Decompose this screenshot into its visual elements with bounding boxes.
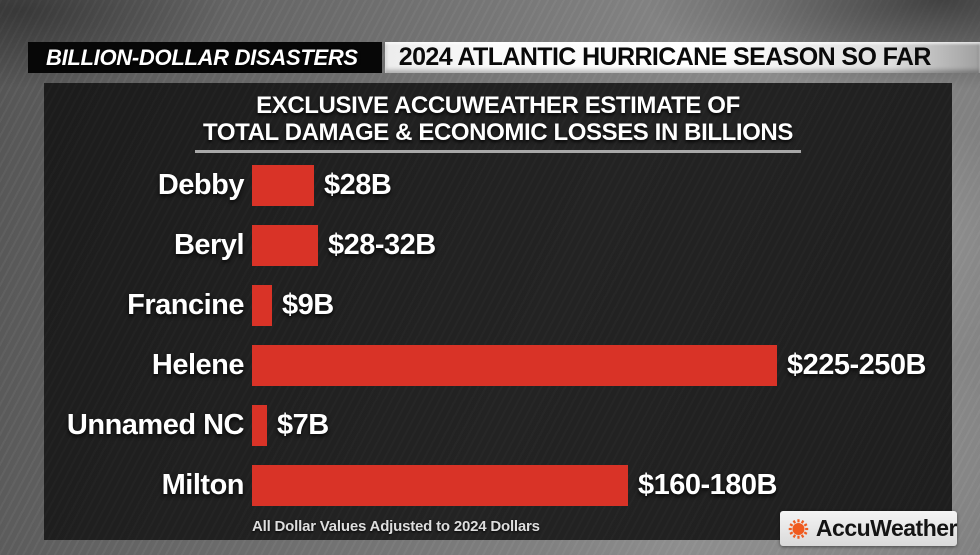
bar-row: Beryl $28-32B <box>44 215 952 275</box>
bar-value-label: $225-250B <box>787 348 927 381</box>
bar-area: $7B <box>252 404 952 446</box>
bar-area: $28B <box>252 164 952 206</box>
chart-title-line1: EXCLUSIVE ACCUWEATHER ESTIMATE OF <box>256 92 740 119</box>
bar-row: Milton $160-180B <box>44 455 952 515</box>
chart-title-line2: TOTAL DAMAGE & ECONOMIC LOSSES IN BILLIO… <box>203 119 793 146</box>
bar <box>252 164 314 206</box>
bar-category-label: Unnamed NC <box>66 408 245 441</box>
chart-title: EXCLUSIVE ACCUWEATHER ESTIMATE OF TOTAL … <box>44 83 952 146</box>
bar-category-label: Francine <box>127 288 244 321</box>
bar-area: $160-180B <box>252 464 952 506</box>
bar-value-label: $9B <box>282 288 334 321</box>
bar-area: $28-32B <box>252 224 952 266</box>
bar-area: $225-250B <box>252 344 952 386</box>
bar-category-label: Beryl <box>173 228 245 261</box>
bar-area: $9B <box>252 284 952 326</box>
sun-icon <box>788 518 809 539</box>
bar-row: Helene $225-250B <box>44 335 952 395</box>
bar-value-label: $28B <box>324 168 392 201</box>
bar-category-label: Debby <box>157 168 245 201</box>
title-underline <box>195 150 801 153</box>
bar-row: Francine $9B <box>44 275 952 335</box>
bar-value-label: $28-32B <box>328 228 436 261</box>
bar <box>252 344 777 386</box>
bar-value-label: $160-180B <box>638 468 778 501</box>
footnote: All Dollar Values Adjusted to 2024 Dolla… <box>252 518 540 535</box>
bar-category-label: Helene <box>151 348 245 381</box>
header-title: 2024 ATLANTIC HURRICANE SEASON SO FAR <box>384 42 980 73</box>
bar <box>252 284 272 326</box>
bar-value-label: $7B <box>277 408 329 441</box>
accuweather-logo: AccuWeather <box>780 511 958 546</box>
bar-row: Debby $28B <box>44 155 952 215</box>
bar-category-label: Milton <box>161 468 245 501</box>
chart-panel: EXCLUSIVE ACCUWEATHER ESTIMATE OF TOTAL … <box>44 83 952 540</box>
bar-rows: Debby $28B Beryl $28-32B Francine $9B He… <box>44 155 952 515</box>
bar <box>252 224 318 266</box>
bar-row: Unnamed NC $7B <box>44 395 952 455</box>
accuweather-wordmark: AccuWeather <box>815 515 958 541</box>
bar <box>252 404 267 446</box>
header-kicker: BILLION-DOLLAR DISASTERS <box>28 42 382 73</box>
bar <box>252 464 628 506</box>
header-bar: BILLION-DOLLAR DISASTERS 2024 ATLANTIC H… <box>28 42 980 73</box>
